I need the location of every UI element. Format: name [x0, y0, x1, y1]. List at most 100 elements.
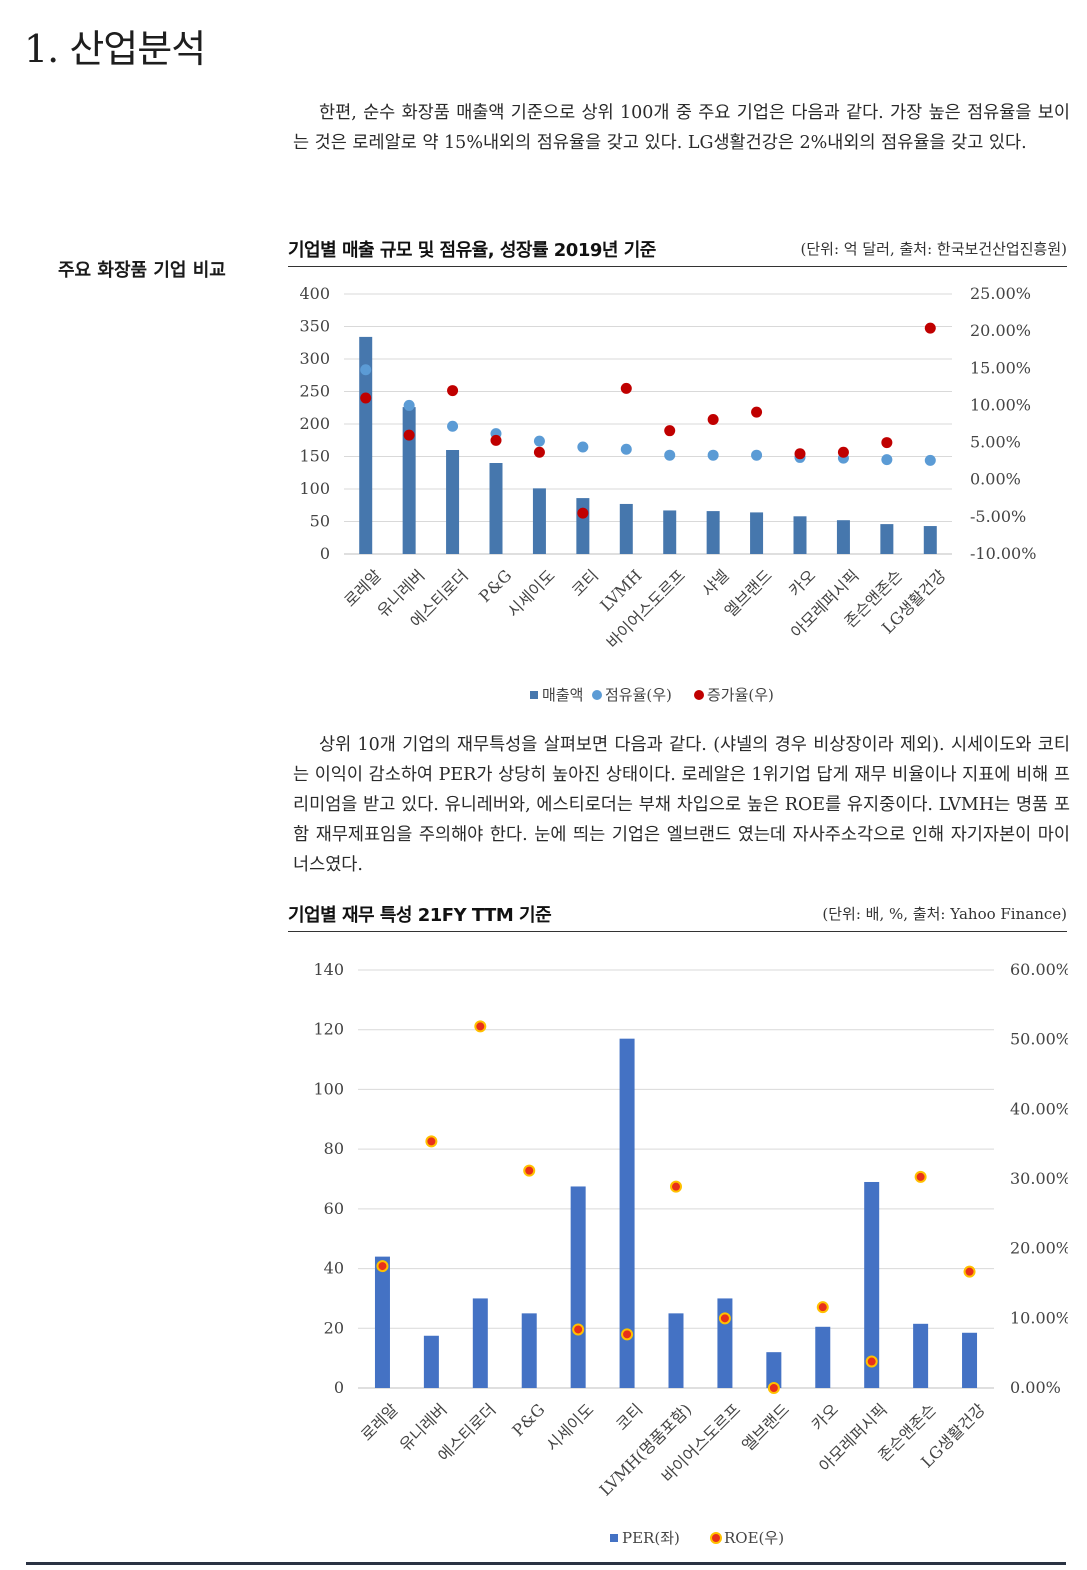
roe-point	[376, 1260, 389, 1273]
bar	[880, 524, 894, 554]
growth-point	[490, 434, 502, 446]
bar	[668, 1313, 684, 1388]
y2-tick-label: -10.00%	[970, 544, 1036, 563]
x-tick-label: 코티	[568, 566, 602, 600]
y2-tick-label: -5.00%	[970, 507, 1026, 526]
bar	[472, 1298, 488, 1388]
roe-point	[767, 1382, 780, 1394]
roe-point	[865, 1355, 878, 1368]
y-tick-label: 50	[310, 512, 330, 531]
chart2-title: 기업별 재무 특성 21FY TTM 기준	[288, 905, 552, 926]
growth-point	[360, 392, 372, 404]
bar	[570, 1186, 586, 1388]
bar	[913, 1323, 929, 1388]
growth-point	[751, 406, 763, 418]
x-tick-label: 로레알	[357, 1400, 402, 1445]
roe-point	[621, 1328, 634, 1341]
y-tick-label: 100	[313, 1079, 344, 1098]
y2-tick-label: 40.00%	[1010, 1099, 1068, 1118]
roe-point	[572, 1323, 585, 1336]
growth-point	[794, 448, 806, 460]
legend-swatch	[530, 691, 538, 699]
y2-tick-label: 25.00%	[970, 284, 1031, 303]
y-tick-label: 150	[299, 447, 330, 466]
x-tick-label: P&G	[475, 566, 515, 606]
y-tick-label: 350	[299, 317, 330, 336]
roe-point	[718, 1312, 731, 1325]
bar	[446, 450, 460, 554]
intro-paragraph: 한편, 순수 화장품 매출액 기준으로 상위 100개 중 주요 기업은 다음과…	[293, 98, 1070, 158]
growth-point	[664, 425, 676, 437]
y2-tick-label: 50.00%	[1010, 1030, 1068, 1049]
legend-swatch	[610, 1534, 618, 1542]
y-tick-label: 20	[324, 1318, 344, 1337]
legend-label: ROE(우)	[724, 1529, 784, 1547]
y-tick-label: 100	[299, 479, 330, 498]
x-tick-label: 시세이도	[504, 566, 559, 621]
share-point	[533, 435, 545, 447]
chart1-unit-note: (단위: 억 달러, 출처: 한국보건산업진흥원)	[800, 240, 1067, 258]
share-point	[577, 441, 589, 453]
x-tick-label: 카오	[785, 566, 819, 600]
y-tick-label: 200	[299, 414, 330, 433]
growth-point	[447, 385, 459, 397]
finance-paragraph: 상위 10개 기업의 재무특성을 살펴보면 다음과 같다. (샤넬의 경우 비상…	[293, 730, 1070, 880]
roe-point	[523, 1164, 536, 1177]
y2-tick-label: 10.00%	[970, 395, 1031, 414]
share-point	[360, 364, 372, 376]
y-tick-label: 80	[324, 1139, 344, 1158]
x-tick-label: 코티	[612, 1400, 646, 1434]
x-tick-label: P&G	[508, 1400, 548, 1440]
x-tick-label: 엘브랜드	[738, 1400, 793, 1455]
share-point	[881, 454, 893, 466]
roe-point	[425, 1135, 438, 1148]
bar	[717, 1298, 733, 1388]
finance-paragraph-text: 상위 10개 기업의 재무특성을 살펴보면 다음과 같다. (샤넬의 경우 비상…	[293, 735, 1070, 875]
legend-label: 점유율(우)	[605, 686, 672, 704]
page-title: 1. 산업분석	[24, 27, 206, 71]
y2-tick-label: 15.00%	[970, 358, 1031, 377]
growth-point	[837, 446, 849, 458]
bar	[423, 1335, 439, 1388]
y-tick-label: 0	[320, 544, 330, 563]
legend-swatch	[592, 690, 602, 700]
legend-swatch	[710, 1532, 722, 1544]
growth-point	[403, 429, 415, 441]
sales-share-growth-chart: 0 50 100 150 200 250 300 350 400 -10.00% -5.00% 0.0…	[299, 284, 1036, 704]
bar	[793, 516, 807, 554]
y2-tick-label: 0.00%	[1010, 1378, 1061, 1397]
share-point	[751, 449, 763, 461]
roe-point	[816, 1301, 829, 1314]
legend-label: PER(좌)	[622, 1529, 680, 1547]
per-roe-chart: 0 20 40 60 80 100 120 140 0.00% 10.00% 20.00% 30.00…	[313, 960, 1068, 1547]
share-point	[403, 399, 415, 411]
y2-tick-label: 30.00%	[1010, 1169, 1068, 1188]
y-tick-label: 120	[313, 1020, 344, 1039]
share-point	[924, 454, 936, 466]
x-tick-label: 샤넬	[698, 566, 732, 600]
share-point	[620, 443, 632, 455]
y2-tick-label: 0.00%	[970, 470, 1021, 489]
bar	[576, 498, 590, 554]
x-tick-label: 카오	[808, 1400, 842, 1434]
y-tick-label: 140	[313, 960, 344, 979]
bar	[359, 336, 373, 554]
y2-tick-label: 20.00%	[1010, 1239, 1068, 1258]
bar	[750, 512, 764, 554]
bar	[706, 511, 720, 554]
growth-point	[707, 414, 719, 426]
growth-point	[577, 507, 589, 519]
chart2-header: 기업별 재무 특성 21FY TTM 기준 (단위: 배, %, 출처: Yah…	[288, 901, 1067, 932]
side-label: 주요 화장품 기업 비교	[58, 260, 226, 281]
bar	[815, 1326, 831, 1388]
y-tick-label: 40	[324, 1259, 344, 1278]
roe-point	[670, 1180, 682, 1193]
bar	[962, 1332, 978, 1388]
y-tick-label: 300	[299, 349, 330, 368]
legend-label: 증가율(우)	[707, 686, 774, 704]
y2-tick-label: 20.00%	[970, 321, 1031, 340]
chart2-unit-note: (단위: 배, %, 출처: Yahoo Finance)	[822, 905, 1067, 923]
roe-point	[474, 1020, 487, 1033]
y-tick-label: 400	[299, 284, 330, 303]
bar	[619, 1038, 635, 1388]
